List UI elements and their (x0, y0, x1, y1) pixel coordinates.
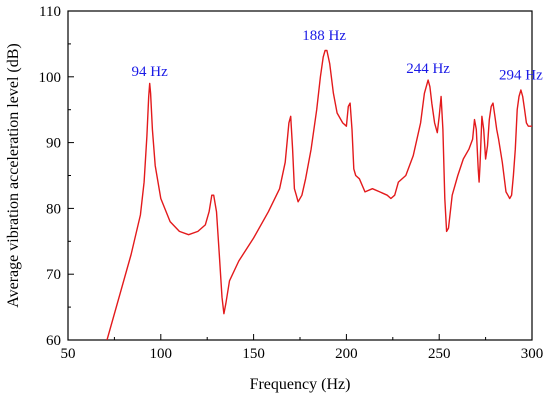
peak-annotation: 94 Hz (132, 64, 169, 80)
x-tick-label: 200 (335, 346, 358, 362)
y-tick-label: 80 (46, 201, 61, 217)
x-axis-title: Frequency (Hz) (250, 376, 351, 393)
y-tick-label: 100 (39, 70, 62, 86)
y-tick-label: 70 (46, 267, 61, 283)
plot-frame (67, 10, 533, 341)
x-tick-label: 250 (428, 346, 451, 362)
peak-annotation: 294 Hz (499, 67, 543, 83)
peak-annotation: 244 Hz (406, 61, 450, 77)
y-axis-title: Average vibration acceleration level (dB… (5, 43, 22, 307)
y-tick-label: 90 (46, 136, 61, 152)
series-line (106, 49, 532, 340)
y-tick-label: 60 (46, 333, 61, 349)
x-tick-label: 150 (242, 346, 265, 362)
y-tick-label: 110 (39, 4, 61, 20)
peak-annotation: 188 Hz (302, 28, 346, 44)
x-tick-label: 100 (150, 346, 173, 362)
x-tick-label: 50 (61, 346, 76, 362)
x-tick-label: 300 (521, 346, 544, 362)
